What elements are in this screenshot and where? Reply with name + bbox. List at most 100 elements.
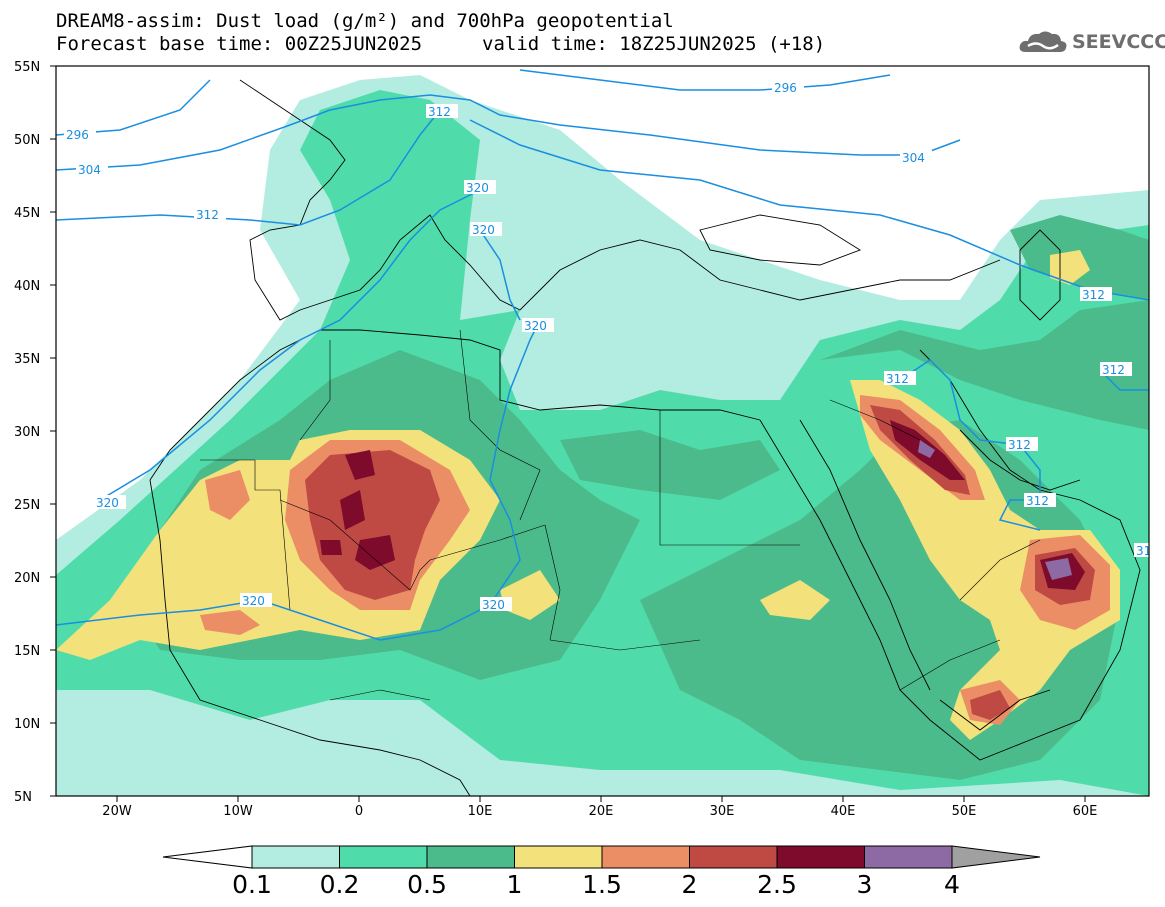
contour-label-text: 312	[196, 208, 219, 222]
coastlines	[149, 79, 1141, 796]
colorbar-box	[689, 845, 778, 869]
valid-time: valid time: 18Z25JUN2025 (+18)	[482, 33, 826, 55]
contour-label: 320	[240, 593, 272, 608]
contour-label-text: 320	[96, 496, 119, 510]
contour-label-text: 320	[482, 598, 505, 612]
contour-label-text: 312	[1136, 544, 1159, 558]
contour-312	[56, 109, 441, 226]
colorbar-boxes	[251, 845, 953, 869]
lon-tick-label: 40E	[831, 804, 856, 819]
contour-320	[99, 189, 481, 501]
dust-shading	[56, 75, 1149, 796]
contour-320-b	[479, 229, 521, 321]
contour-label-text: 312	[886, 372, 909, 386]
contour-label: 312	[1134, 543, 1159, 558]
colorbar-label: 0.5	[407, 870, 447, 899]
colorbar-labels: 0.1 0.2 0.5 1 1.5 2 2.5 3 4	[232, 870, 960, 899]
contour-label-text: 312	[1082, 288, 1105, 302]
colorbar-label: 3	[857, 870, 873, 899]
contour-label: 312	[1006, 437, 1038, 452]
contour-label: 312	[1024, 493, 1056, 508]
lon-tick-label: 20E	[589, 804, 614, 819]
lat-axis: 55N 50N 45N 40N 35N 30N 25N 20N 15N 10N …	[14, 60, 56, 805]
contour-label-text: 304	[902, 151, 925, 165]
colorbar-box	[251, 845, 340, 869]
lon-ticks	[116, 796, 1086, 802]
contour-label: 312	[426, 104, 458, 119]
contour-label-text: 320	[472, 223, 495, 237]
contour-label-text: 296	[774, 81, 797, 95]
lat-tick-label: 25N	[14, 498, 40, 513]
colorbar-box	[601, 845, 690, 869]
contour-label: 320	[522, 318, 554, 333]
colorbar-label: 2	[682, 870, 698, 899]
contour-label: 312	[884, 371, 916, 386]
contour-312-east2	[1099, 369, 1149, 391]
lat-tick-label: 45N	[14, 206, 40, 221]
contour-label: 304	[76, 162, 108, 177]
contour-label-text: 312	[428, 105, 451, 119]
lat-tick-label: 5N	[14, 790, 32, 805]
lat-tick-label: 35N	[14, 352, 40, 367]
colorbar-box	[514, 845, 603, 869]
contour-label-text: 312	[1026, 494, 1049, 508]
contour-label-text: 304	[78, 163, 101, 177]
contour-label: 304	[900, 150, 932, 165]
lat-tick-label: 55N	[14, 60, 40, 75]
colorbar-label: 1.5	[582, 870, 622, 899]
lat-tick-label: 20N	[14, 571, 40, 586]
lon-tick-label: 10W	[223, 804, 253, 819]
lon-tick-label: 0	[355, 804, 363, 819]
country-borders	[200, 329, 1041, 701]
colorbar-label: 0.1	[232, 870, 272, 899]
colorbar-box	[864, 845, 953, 869]
contour-label-text: 312	[1008, 438, 1031, 452]
lon-tick-label: 20W	[102, 804, 132, 819]
colorbar-over-arrow	[951, 845, 1041, 869]
contour-label-text: 312	[1102, 363, 1125, 377]
contour-label: 312	[194, 207, 226, 222]
contour-label: 312	[1080, 287, 1112, 302]
colorbar: 0.1 0.2 0.5 1 1.5 2 2.5 3 4	[162, 845, 1041, 899]
contour-312-east	[469, 119, 1149, 301]
contour-label: 320	[470, 222, 502, 237]
lon-tick-label: 10E	[468, 804, 493, 819]
lat-tick-label: 15N	[14, 644, 40, 659]
forecast-base-time: Forecast base time: 00Z25JUN2025	[56, 33, 423, 55]
contour-label-text: 320	[466, 181, 489, 195]
geopotential-contours	[56, 69, 1149, 641]
contour-label-text: 320	[242, 594, 265, 608]
lon-tick-label: 30E	[710, 804, 735, 819]
colorbar-box	[339, 845, 428, 869]
seevccc-logo: SEEVCCC	[1018, 28, 1165, 56]
lat-tick-label: 40N	[14, 279, 40, 294]
map-title: DREAM8-assim: Dust load (g/m²) and 700hP…	[56, 10, 674, 32]
contour-label-text: 296	[66, 128, 89, 142]
lon-tick-label: 50E	[952, 804, 977, 819]
colorbar-label: 1	[507, 870, 523, 899]
lat-tick-label: 30N	[14, 425, 40, 440]
contour-label-text: 320	[524, 319, 547, 333]
lon-tick-label: 60E	[1073, 804, 1098, 819]
colorbar-label: 0.2	[320, 870, 360, 899]
cloud-icon	[1019, 31, 1067, 52]
logo-text: SEEVCCC	[1072, 31, 1165, 53]
colorbar-label: 4	[944, 870, 960, 899]
colorbar-label: 2.5	[757, 870, 797, 899]
lat-tick-label: 10N	[14, 717, 40, 732]
map-area: 296 296 304 304 312 312 312 312 312 312 …	[56, 66, 1159, 796]
lon-axis: 20W 10W 0 10E 20E 30E 40E 50E 60E	[102, 796, 1097, 819]
contour-label: 320	[464, 180, 496, 195]
lat-tick-label: 50N	[14, 133, 40, 148]
contour-296-east	[519, 69, 891, 91]
contour-label: 320	[94, 495, 126, 510]
lat-ticks	[50, 65, 56, 797]
contour-label: 296	[772, 80, 804, 95]
contour-304	[56, 94, 961, 171]
colorbar-under-arrow	[162, 845, 253, 869]
colorbar-box	[776, 845, 865, 869]
contour-label: 296	[64, 127, 96, 142]
contour-label: 320	[480, 597, 512, 612]
dust-level-3	[918, 440, 1072, 580]
